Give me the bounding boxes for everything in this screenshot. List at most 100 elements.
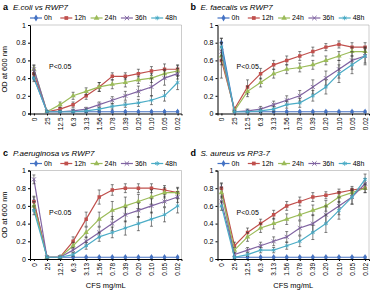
series (220, 38, 367, 113)
error-cap (72, 99, 75, 100)
x-tick: 12.5 (57, 259, 64, 276)
x-tick-label: 0 (30, 263, 37, 267)
error-bar (298, 236, 301, 247)
error-cap (337, 64, 340, 65)
marker (258, 79, 263, 84)
x-tick: 1.56 (283, 259, 290, 276)
x-tick-label: 0.10 (336, 263, 343, 276)
data-layer (219, 38, 368, 113)
panel-title: S. aureus vs RP3-7 (201, 149, 271, 158)
marker (246, 110, 250, 114)
x-tick-mark (151, 259, 152, 261)
marker (163, 109, 167, 114)
x-tick: 0.20 (135, 259, 142, 276)
error-bar (351, 56, 354, 74)
series-line (34, 188, 178, 257)
error-cap (272, 111, 275, 112)
x-tick-mark (365, 259, 366, 261)
y-tick-label: 0.8 (16, 39, 26, 46)
error-bar (272, 106, 275, 111)
legend-marker (221, 15, 225, 22)
marker (311, 254, 315, 259)
error-cap (324, 200, 327, 201)
marker (163, 76, 167, 80)
marker (324, 222, 328, 226)
marker (84, 109, 88, 113)
marker (45, 255, 49, 259)
error-cap (298, 220, 301, 221)
data-layer (31, 175, 180, 259)
marker (71, 248, 75, 252)
x-tick-label: 0.20 (135, 117, 142, 130)
marker (298, 54, 301, 57)
error-cap (163, 69, 166, 70)
x-tick-label: 0.02 (174, 117, 181, 130)
error-cap (246, 241, 249, 242)
y-tick-mark (28, 224, 30, 225)
error-bar (111, 104, 114, 109)
error-cap (98, 82, 101, 83)
marker (150, 109, 154, 114)
marker (272, 248, 276, 252)
error-cap (124, 235, 127, 236)
y-tick-mark (216, 241, 218, 242)
error-cap (285, 201, 288, 202)
x-tick-label: 0.05 (349, 117, 356, 130)
marker (310, 207, 315, 212)
error-bar (85, 109, 88, 113)
error-cap (298, 220, 301, 221)
x-tick-label: 0.78 (109, 117, 116, 130)
error-bar (124, 184, 127, 193)
y-tick-label: 0.6 (16, 57, 26, 64)
y-tick: 1 (22, 22, 30, 29)
y-tick-mark (28, 259, 30, 260)
marker (220, 45, 224, 49)
x-tick: 0 (30, 259, 37, 267)
marker (176, 195, 180, 199)
error-cap (311, 69, 314, 70)
marker (245, 88, 250, 93)
error-cap (176, 212, 179, 213)
x-tick: 0 (30, 114, 37, 122)
error-cap (72, 107, 75, 108)
error-cap (111, 227, 114, 228)
error-bar (124, 91, 127, 100)
error-cap (285, 210, 288, 211)
error-cap (272, 69, 275, 70)
x-tick-label: 6.3 (70, 263, 77, 272)
legend-item: 0h (218, 160, 240, 167)
error-cap (337, 40, 340, 41)
error-bar (163, 90, 166, 101)
legend-marker (343, 161, 347, 166)
error-cap (220, 38, 223, 39)
error-cap (124, 78, 127, 79)
error-cap (311, 90, 314, 91)
x-tick: 3.13 (83, 114, 90, 131)
legend-item: 48h (151, 160, 177, 167)
error-bar (98, 102, 101, 107)
x-tick-mark (261, 114, 262, 116)
y-tick: 0.2 (16, 93, 30, 100)
legend-marker (94, 15, 100, 20)
y-tick: 0 (22, 110, 30, 117)
marker (298, 254, 302, 259)
legend-marker (252, 162, 256, 166)
error-cap (111, 103, 114, 104)
marker (233, 110, 237, 114)
error-cap (124, 192, 127, 193)
marker (297, 212, 302, 217)
x-tick-label: 0.39 (122, 117, 129, 130)
series-line (221, 188, 365, 250)
error-cap (285, 64, 288, 65)
marker (285, 244, 289, 248)
error-cap (220, 196, 223, 197)
y-tick-label: 1 (210, 22, 214, 29)
x-tick: 25 (44, 114, 51, 125)
x-tick: 1.56 (96, 114, 103, 131)
x-tick: 0.39 (309, 259, 316, 276)
error-cap (337, 60, 340, 61)
legend-item: 36h (308, 160, 334, 167)
error-bar (351, 190, 354, 204)
x-tick-label: 0.02 (362, 117, 369, 130)
marker (150, 186, 153, 189)
